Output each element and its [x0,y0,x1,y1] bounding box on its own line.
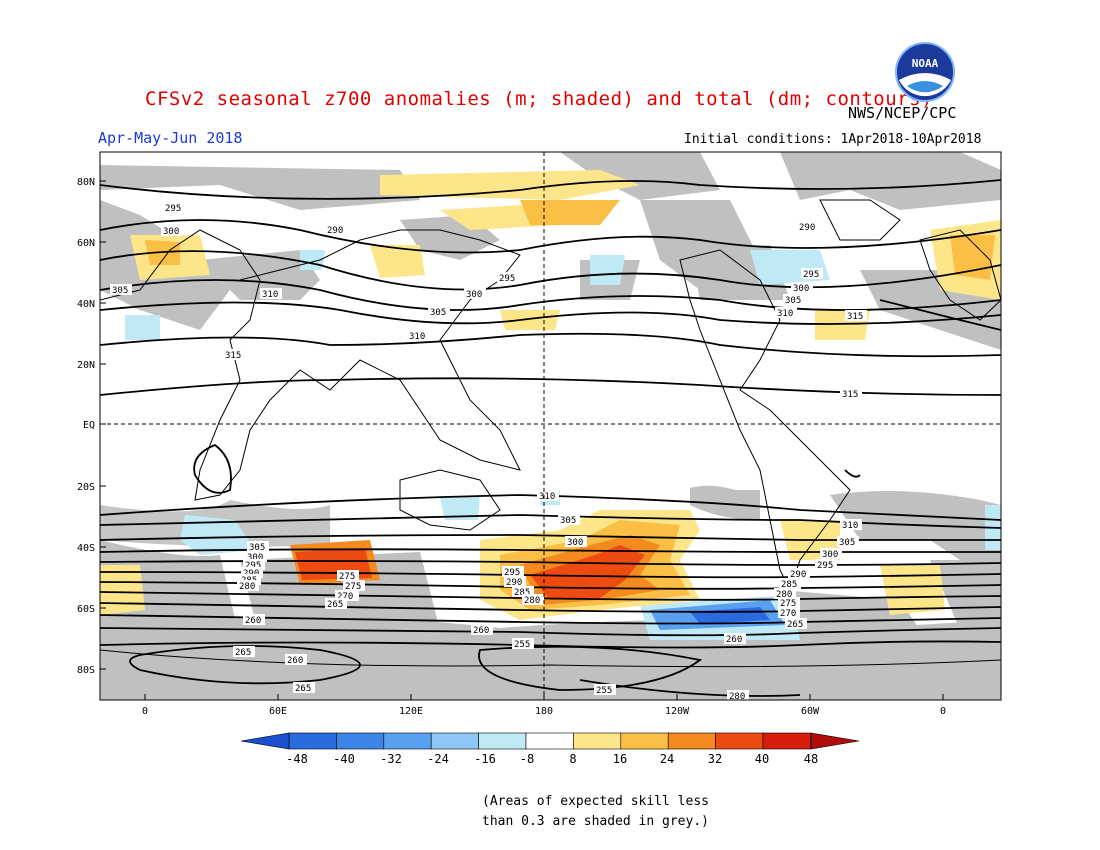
initial-conditions: Initial conditions: 1Apr2018-10Apr2018 [684,132,982,147]
contour-label: 300 [247,553,263,563]
contour-label: 280 [776,590,792,600]
contour-label: 300 [163,227,179,237]
lon-label: 0 [142,706,148,717]
contour-label: 290 [327,226,343,236]
map-frame [99,151,1002,701]
agency-label: NWS/NCEP/CPC [848,104,957,122]
lat-label: 40N [77,299,95,310]
lat-label: EQ [83,420,95,431]
contour-label: 290 [799,223,815,233]
contour-label: 295 [245,561,261,571]
noaa-logo: NOAA [895,42,955,102]
contour-label: 310 [539,492,555,502]
contour-label: 255 [596,686,612,696]
contour-label: 260 [726,635,742,645]
skill-note-line: than 0.3 are shaded in grey.) [482,814,709,829]
contour-label: 280 [729,692,745,702]
lat-label: 20S [77,482,95,493]
lon-label: 120E [399,706,423,717]
contour-label: 310 [777,309,793,319]
contour-label: 305 [560,516,576,526]
contour-label: 295 [817,561,833,571]
contour-label: 265 [235,648,251,658]
contour-label: 265 [295,684,311,694]
contour-label: 300 [466,290,482,300]
contour-label: 270 [780,609,796,619]
contour-label: 265 [787,620,803,630]
contour-label: 310 [842,521,858,531]
contour-label: 315 [842,390,858,400]
contour-label: 295 [499,274,515,284]
contour-label: 270 [337,592,353,602]
contour-label: 260 [287,656,303,666]
contour-label: 315 [847,312,863,322]
lon-label: 180 [535,706,553,717]
contour-label: 310 [262,290,278,300]
contour-label: 305 [785,296,801,306]
contour-label: 265 [327,600,343,610]
contour-labels: 295 300 290 305 310 315 295 300 305 310 … [110,202,867,702]
contour-label: 305 [839,538,855,548]
lat-label: 60S [77,604,95,615]
anomaly-positive [100,170,1001,620]
contour-label: 280 [524,596,540,606]
latitude-labels: 80N 60N 40N 20N EQ 20S 40S 60S 80S [77,177,95,676]
contour-label: 305 [430,308,446,318]
lon-label: 60W [801,706,820,717]
lon-label: 120W [665,706,690,717]
contour-label: 285 [781,580,797,590]
lat-label: 80S [77,665,95,676]
map-layers: 295 300 290 305 310 315 295 300 305 310 … [100,152,1001,702]
contour-label: 310 [409,332,425,342]
contour-label: 260 [473,626,489,636]
lat-label: 80N [77,177,95,188]
skill-note: (Areas of expected skill less than 0.3 a… [482,792,709,832]
lat-label: 40S [77,543,95,554]
contour-label: 275 [339,572,355,582]
lon-label: 0 [940,706,946,717]
forecast-period: Apr-May-Jun 2018 [98,129,243,147]
skill-note-line: (Areas of expected skill less [482,794,709,809]
contour-label: 305 [249,543,265,553]
contour-label: 285 [514,588,530,598]
contour-label: 300 [793,284,809,294]
longitude-labels: 0 60E 120E 180 120W 60W 0 [142,706,946,717]
contour-label: 295 [165,204,181,214]
map-title: CFSv2 seasonal z700 anomalies (m; shaded… [145,88,933,110]
contour-label: 275 [780,599,796,609]
contour-label: 315 [225,351,241,361]
contour-label: 260 [245,616,261,626]
contour-label: 290 [506,578,522,588]
contour-label: 300 [822,550,838,560]
contour-label: 280 [239,582,255,592]
lat-label: 20N [77,360,95,371]
contour-label: 275 [345,582,361,592]
lon-label: 60E [269,706,287,717]
contour-label: 305 [112,286,128,296]
contour-label: 255 [514,640,530,650]
contour-label: 295 [504,568,520,578]
noaa-logo-text: NOAA [912,57,939,70]
lat-label: 60N [77,238,95,249]
contour-label: 300 [567,538,583,548]
axis-ticks [100,180,944,700]
contour-label: 295 [803,270,819,280]
contour-label: 290 [790,570,806,580]
